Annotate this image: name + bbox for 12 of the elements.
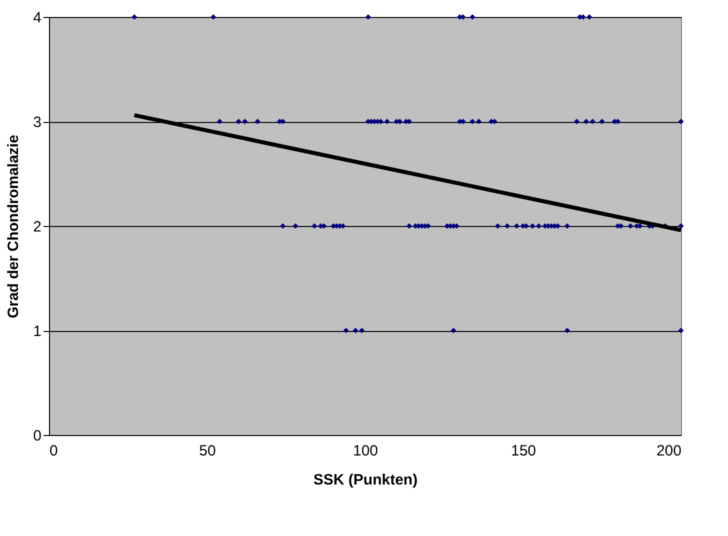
y-tick-label: 4 — [33, 10, 42, 26]
y-axis-title: Grad der Chondromalazie — [5, 134, 22, 318]
y-tick-label: 2 — [33, 218, 42, 236]
y-tick-label: 3 — [33, 114, 42, 131]
y-tick-label: 1 — [33, 323, 42, 340]
x-tick-label: 50 — [199, 442, 216, 460]
x-tick-label: 100 — [352, 442, 378, 460]
x-tick-label: 200 — [656, 442, 682, 460]
x-tick-label: 0 — [50, 442, 58, 460]
x-tick-label: 150 — [510, 442, 536, 460]
x-axis-title: SSK (Punkten) — [313, 472, 418, 488]
y-tick-label: 0 — [33, 428, 42, 444]
